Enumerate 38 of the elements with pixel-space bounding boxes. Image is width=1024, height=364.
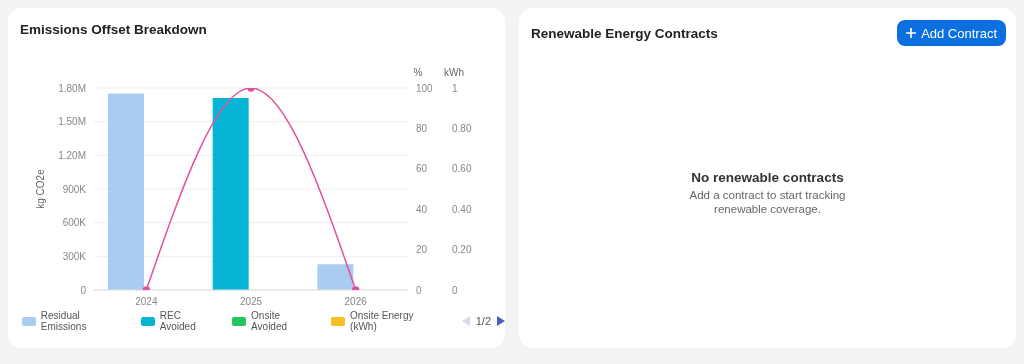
text: Renewable Energy Contracts	[531, 26, 718, 41]
y-tick-label: 1.20M	[58, 149, 86, 161]
y-axis-title: kg CO2e	[34, 168, 46, 209]
y-tick-label: 1.80M	[58, 82, 86, 94]
text: Add Contract	[921, 25, 997, 41]
y3-axis-title: kWh	[444, 67, 464, 78]
y3-tick-label: 0.40	[452, 203, 472, 215]
bar	[317, 264, 354, 290]
legend-label: Residual Emissions	[40, 310, 88, 332]
y-tick-label: 0	[80, 284, 87, 296]
y2-tick-label: 0	[416, 284, 422, 296]
y2-tick-label: 100	[416, 82, 434, 94]
y3-tick-label: 0	[452, 284, 458, 296]
y3-tick-label: 0.80	[452, 122, 472, 134]
legend-label: Onsite Avoided	[251, 310, 289, 332]
y3-tick-label: 1	[452, 82, 458, 94]
y2-axis-title: %	[413, 67, 423, 78]
text: No renewable contracts	[690, 170, 845, 185]
legend-label: REC Avoided	[159, 310, 197, 332]
y-tick-label: 1.50M	[58, 116, 86, 128]
y3-tick-label: 0.20	[452, 244, 472, 256]
bar	[212, 98, 249, 290]
y-tick-label: 900K	[62, 183, 87, 195]
x-tick-label: 2025	[239, 296, 263, 308]
x-tick-label: 2026	[344, 296, 368, 308]
text: Add a contract to start tracking renewable coverage.	[688, 188, 847, 216]
y2-tick-label: 40	[416, 203, 428, 215]
text: 1/2	[475, 315, 491, 327]
chart-title: Emissions Offset Breakdown	[20, 22, 207, 37]
y2-tick-label: 80	[416, 122, 428, 134]
x-tick-label: 2024	[135, 296, 158, 308]
y2-tick-label: 60	[416, 163, 428, 175]
legend-label: Onsite Energy (kWh)	[350, 310, 415, 332]
y2-tick-label: 20	[416, 244, 428, 256]
y-tick-label: 600K	[62, 217, 87, 229]
y-tick-label: 300K	[62, 250, 87, 262]
y3-tick-label: 0.60	[452, 163, 472, 175]
bar	[108, 93, 144, 290]
